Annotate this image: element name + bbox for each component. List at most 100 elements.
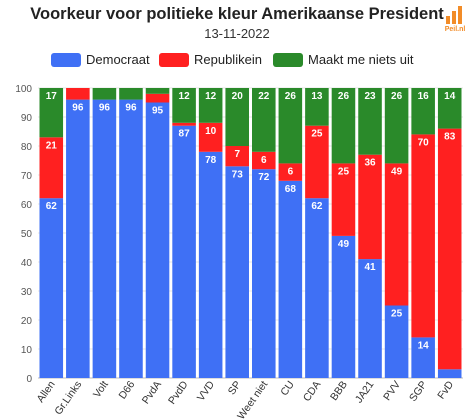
data-label: 36	[364, 158, 376, 169]
chart-title: Voorkeur voor politieke kleur Amerikaans…	[30, 5, 444, 23]
data-label: 49	[338, 239, 350, 250]
x-tick-label: D66	[117, 379, 138, 402]
bar-maakt-niet-uit	[384, 88, 409, 164]
data-label: 6	[288, 166, 294, 177]
bar-maakt-niet-uit	[119, 88, 143, 100]
bar-democraat	[198, 151, 223, 378]
bar-democraat	[39, 198, 64, 378]
x-tick-label: SP	[226, 379, 244, 397]
y-tick-label: 20	[21, 316, 33, 327]
y-tick-label: 50	[21, 229, 33, 240]
bar-democraat	[92, 99, 117, 378]
bar-republikein	[252, 151, 276, 170]
bar-democraat	[331, 235, 356, 378]
data-label: 78	[205, 155, 217, 166]
y-tick-label: 100	[15, 84, 32, 95]
bar-democraat	[278, 180, 303, 378]
bar-republikein	[384, 163, 409, 306]
bar-democraat	[66, 99, 90, 378]
data-label: 96	[125, 103, 137, 114]
data-label: 87	[179, 129, 191, 140]
x-tick-label: PVV	[381, 379, 403, 403]
data-label: 12	[205, 91, 217, 102]
bar-republikein	[66, 88, 90, 100]
bar-maakt-niet-uit	[411, 88, 435, 135]
bar-democraat	[358, 259, 382, 378]
bar-republikein	[225, 146, 249, 167]
x-tick-label: Volt	[91, 379, 111, 400]
x-tick-label: SGP	[407, 379, 430, 404]
x-tick-label: Gr.Links	[52, 379, 84, 417]
legend: Democraat Republikein Maakt me niets uit	[0, 49, 474, 71]
y-tick-label: 0	[26, 374, 32, 385]
data-label: 26	[338, 91, 350, 102]
bar-maakt-niet-uit	[305, 88, 329, 126]
bar-republikein	[198, 122, 223, 152]
data-label: 17	[46, 91, 58, 102]
data-label: 20	[232, 91, 244, 102]
data-label: 10	[205, 126, 217, 137]
bar-maakt-niet-uit	[145, 88, 170, 94]
peil-logo: Peil.nl	[438, 2, 472, 36]
x-tick-label: JA21	[353, 379, 377, 406]
data-label: 73	[232, 169, 244, 180]
y-tick-label: 90	[21, 113, 33, 124]
bar-republikein	[145, 93, 170, 103]
bar-republikein	[278, 163, 303, 181]
logo-text: Peil.nl	[444, 26, 466, 33]
data-label: 49	[391, 166, 403, 177]
y-tick-label: 60	[21, 200, 33, 211]
x-tick-label: PvdD	[166, 379, 191, 407]
bar-democraat	[225, 166, 249, 378]
legend-label-democraat: Democraat	[86, 52, 150, 67]
x-tick-label: CU	[278, 379, 297, 398]
data-label: 6	[261, 155, 267, 166]
bar-republikein	[358, 154, 382, 260]
bar-democraat	[119, 99, 143, 378]
bar-logo-icon	[446, 6, 462, 24]
legend-swatch-republikein	[159, 53, 189, 67]
x-tick-label: VVD	[195, 378, 217, 403]
bar-democraat	[145, 102, 170, 378]
legend-swatch-democraat	[51, 53, 81, 67]
y-tick-label: 10	[21, 345, 33, 356]
data-label: 25	[391, 309, 403, 320]
bar-maakt-niet-uit	[39, 88, 64, 138]
data-label: 23	[364, 91, 376, 102]
x-tick-label: CDA	[301, 379, 324, 404]
bar-maakt-niet-uit	[278, 88, 303, 164]
chart-subtitle: 13-11-2022	[204, 26, 270, 41]
data-label: 62	[311, 201, 323, 212]
bar-maakt-niet-uit	[92, 88, 117, 100]
bar-republikein	[411, 134, 435, 338]
data-label: 13	[311, 91, 323, 102]
bar-democraat	[252, 169, 276, 378]
data-label: 14	[418, 340, 430, 351]
data-label: 7	[234, 149, 240, 160]
legend-label-maakt-niet-uit: Maakt me niets uit	[308, 52, 414, 67]
data-label: 96	[99, 103, 111, 114]
legend-swatch-maakt-niet-uit	[273, 53, 303, 67]
bar-republikein	[437, 128, 462, 370]
x-tick-label: BBB	[328, 379, 350, 403]
bar-maakt-niet-uit	[331, 88, 356, 164]
x-tick-label: Allen	[35, 379, 58, 405]
bar-maakt-niet-uit	[198, 88, 223, 123]
bar-republikein	[39, 137, 64, 199]
data-label: 12	[179, 91, 191, 102]
x-tick-label: FvD	[435, 378, 456, 401]
y-tick-label: 40	[21, 258, 33, 269]
data-label: 25	[338, 166, 350, 177]
data-label: 26	[285, 91, 297, 102]
legend-label-republikein: Republikein	[194, 52, 262, 67]
bar-maakt-niet-uit	[252, 88, 276, 152]
bar-maakt-niet-uit	[225, 88, 249, 146]
bar-democraat	[411, 337, 435, 378]
bar-maakt-niet-uit	[172, 88, 196, 123]
data-label: 96	[72, 103, 84, 114]
data-label: 68	[285, 184, 297, 195]
data-label: 14	[444, 91, 456, 102]
data-label: 95	[152, 106, 164, 117]
y-tick-label: 30	[21, 287, 33, 298]
